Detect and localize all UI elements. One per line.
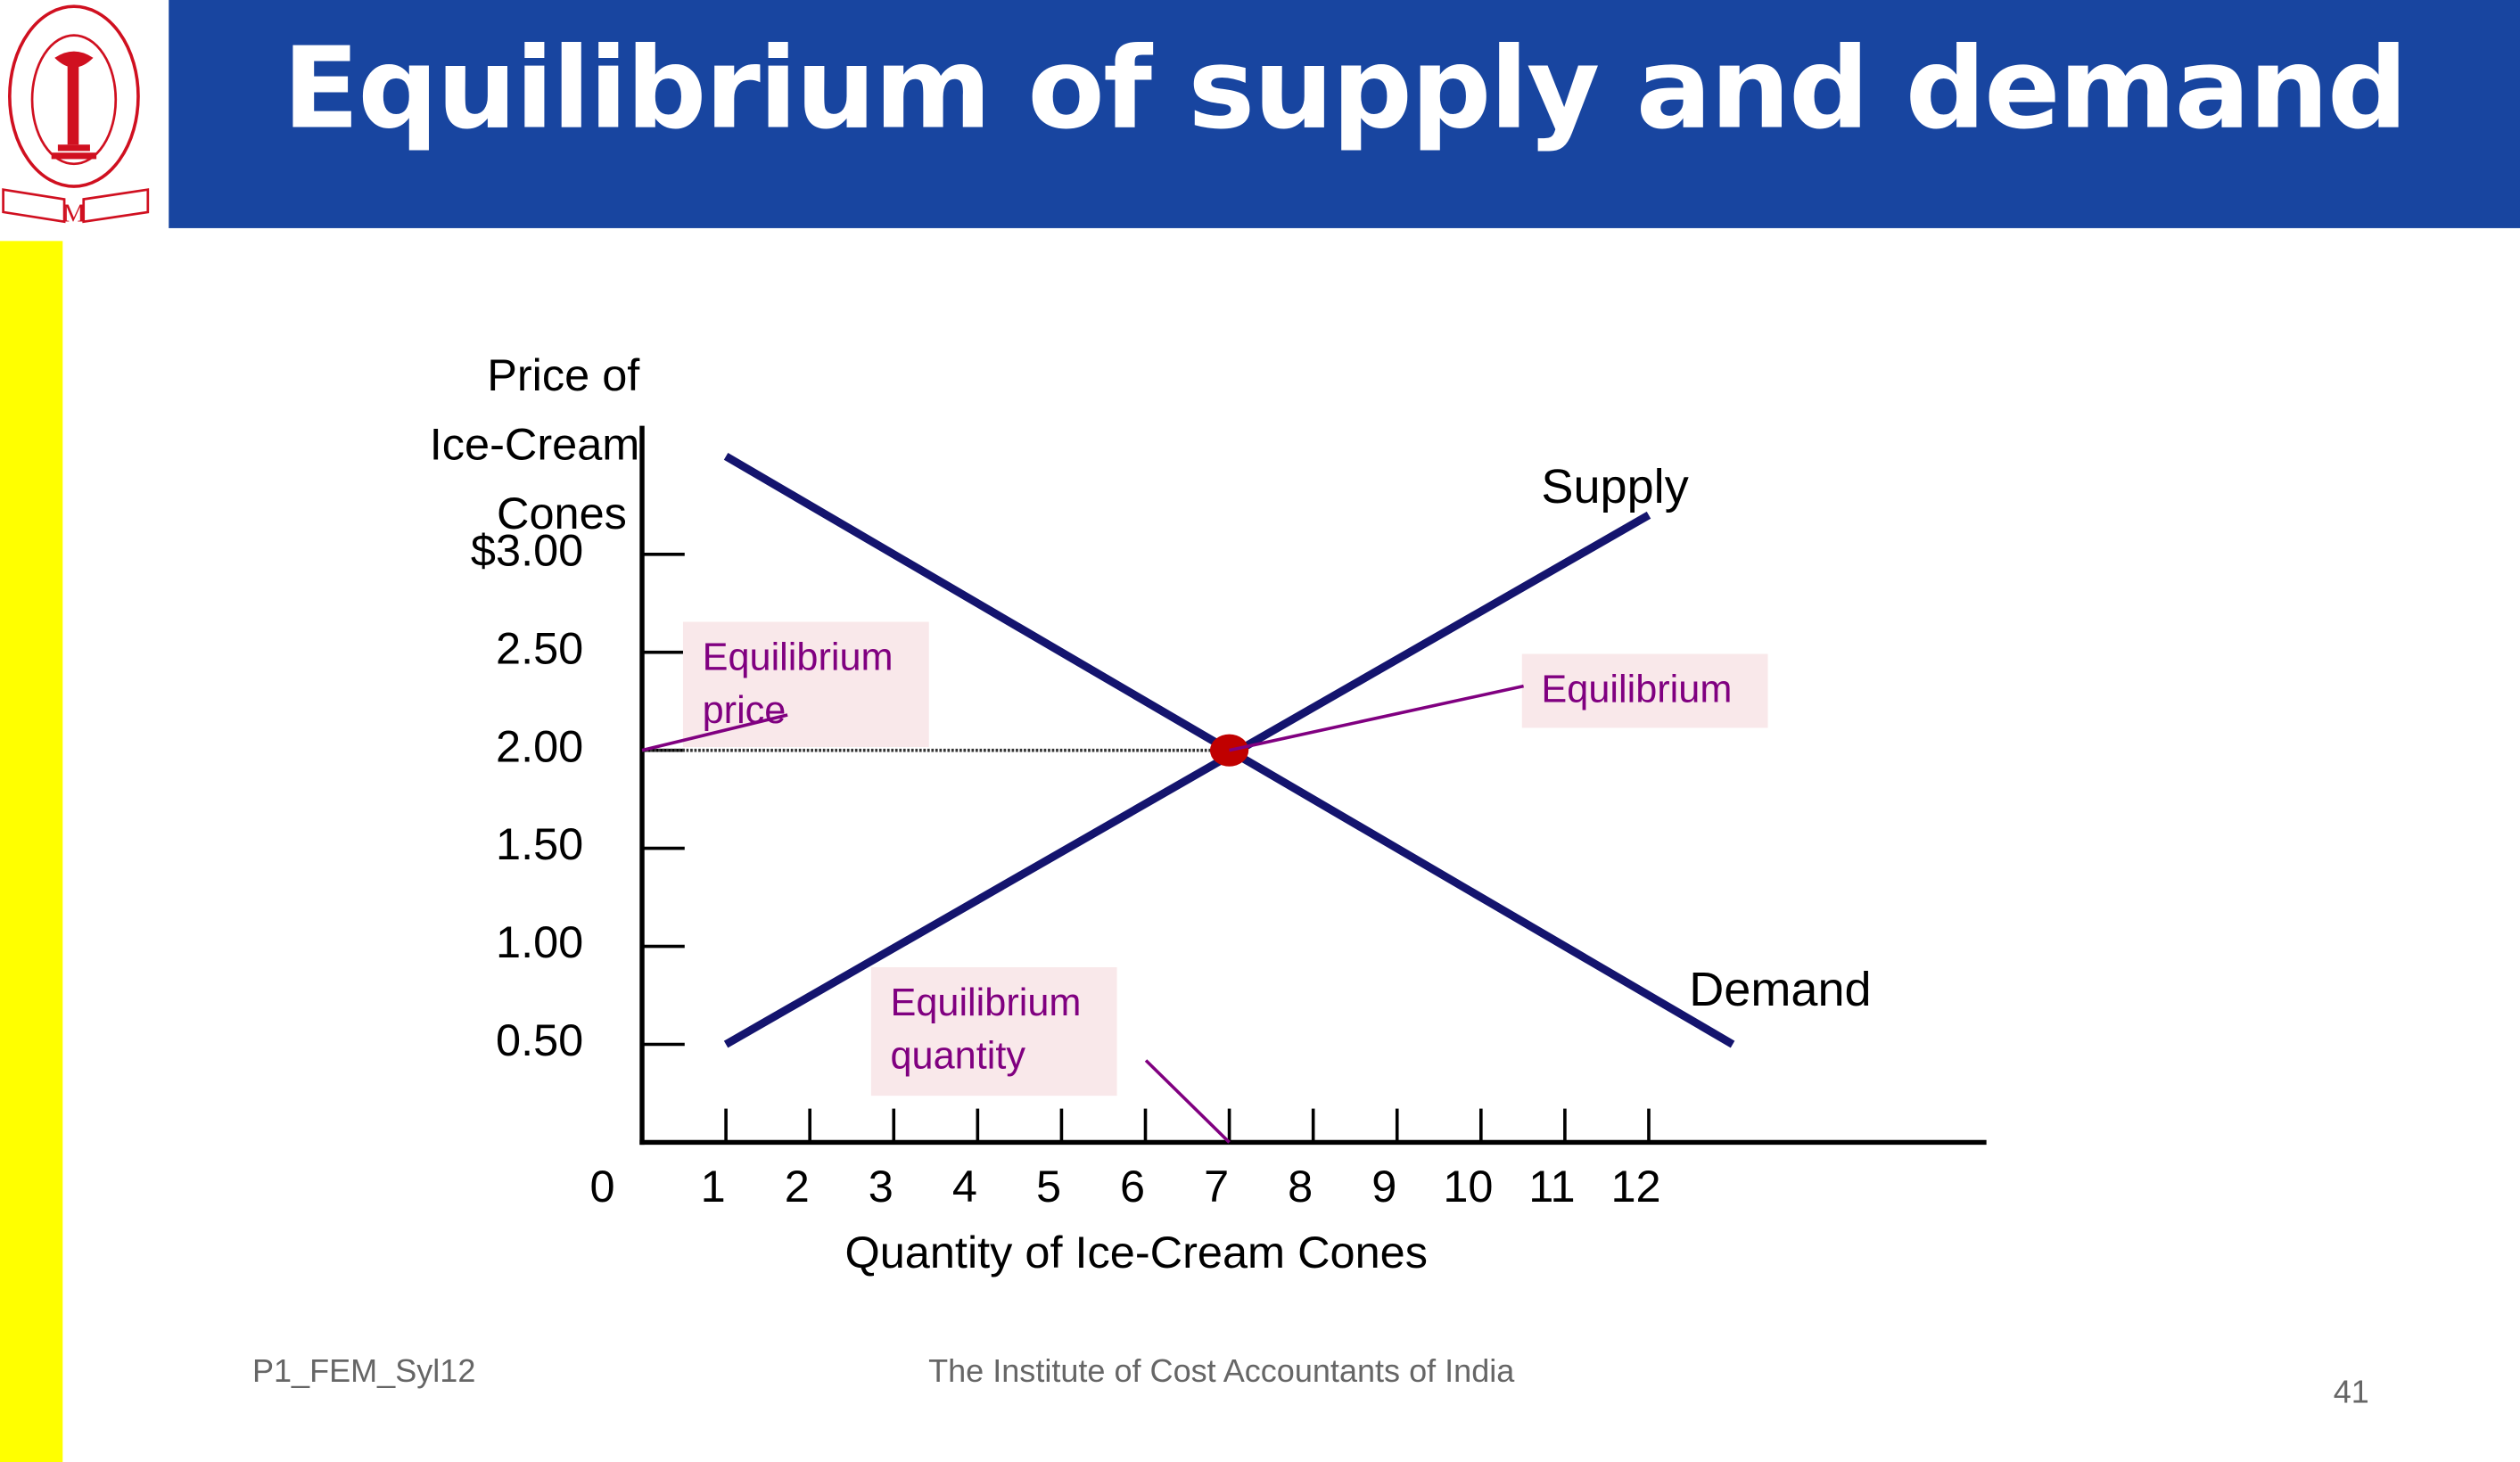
x-tick-label: 8 <box>1288 1162 1314 1211</box>
x-tick-label: 1 <box>700 1162 726 1211</box>
callout-line: Equilibrium <box>890 982 1082 1025</box>
equilibrium-price-callout: Equilibrium price <box>682 621 929 748</box>
title-banner <box>169 0 2520 228</box>
y-axis-title-line: Cones <box>497 488 627 538</box>
slide-title: Equilibrium of supply and demand <box>282 22 2408 155</box>
footer-institute: The Institute of Cost Accountants of Ind… <box>928 1354 1515 1390</box>
x-tick-label: 11 <box>1528 1162 1576 1211</box>
supply-curve <box>723 511 1651 1048</box>
x-tick-label: 12 <box>1610 1162 1661 1211</box>
x-tick-label: 7 <box>1204 1162 1230 1211</box>
y-tick-label: 1.00 <box>496 917 584 967</box>
x-axis-title: Quantity of Ice-Cream Cones <box>844 1227 1428 1277</box>
y-axis-title: Price of Ice-Cream Cones <box>386 341 640 547</box>
callout-line: quantity <box>890 1034 1025 1079</box>
callout-line: Equilibrium <box>1541 668 1733 712</box>
supply-curve-label: Supply <box>1541 461 1689 514</box>
callout-line: price <box>702 689 786 733</box>
equilibrium-point-callout: Equilibrium <box>1521 653 1768 728</box>
y-tick-label: 2.50 <box>496 623 584 674</box>
x-tick-label: 10 <box>1443 1162 1494 1211</box>
y-tick-label: $3.00 <box>470 525 584 576</box>
x-tick-label: 5 <box>1035 1162 1062 1211</box>
callout-line: Equilibrium <box>702 636 894 680</box>
y-tick-label: 2.00 <box>496 721 584 772</box>
institute-logo-icon: M <box>2 4 150 228</box>
x-tick-label: 9 <box>1371 1162 1397 1211</box>
y-tick-label: 1.50 <box>496 819 584 870</box>
equilibrium-point <box>1209 734 1249 767</box>
x-origin-label: 0 <box>589 1162 615 1211</box>
x-tick-label: 3 <box>868 1162 894 1211</box>
demand-curve-label: Demand <box>1689 964 1872 1017</box>
y-axis-title-line: Ice-Cream <box>429 419 640 470</box>
x-tick-label: 2 <box>784 1162 810 1211</box>
x-tick-label: 6 <box>1120 1162 1146 1211</box>
x-tick-label: 4 <box>951 1162 977 1211</box>
equilibrium-quantity-callout: Equilibrium quantity <box>870 966 1117 1096</box>
svg-text:M: M <box>62 200 86 228</box>
y-tick-label: 0.50 <box>496 1015 584 1065</box>
footer-code: P1_FEM_Syl12 <box>251 1354 476 1390</box>
yellow-sidebar <box>0 241 63 1462</box>
y-axis-title-line: Price of <box>487 349 640 400</box>
page-number: 41 <box>2333 1375 2369 1411</box>
